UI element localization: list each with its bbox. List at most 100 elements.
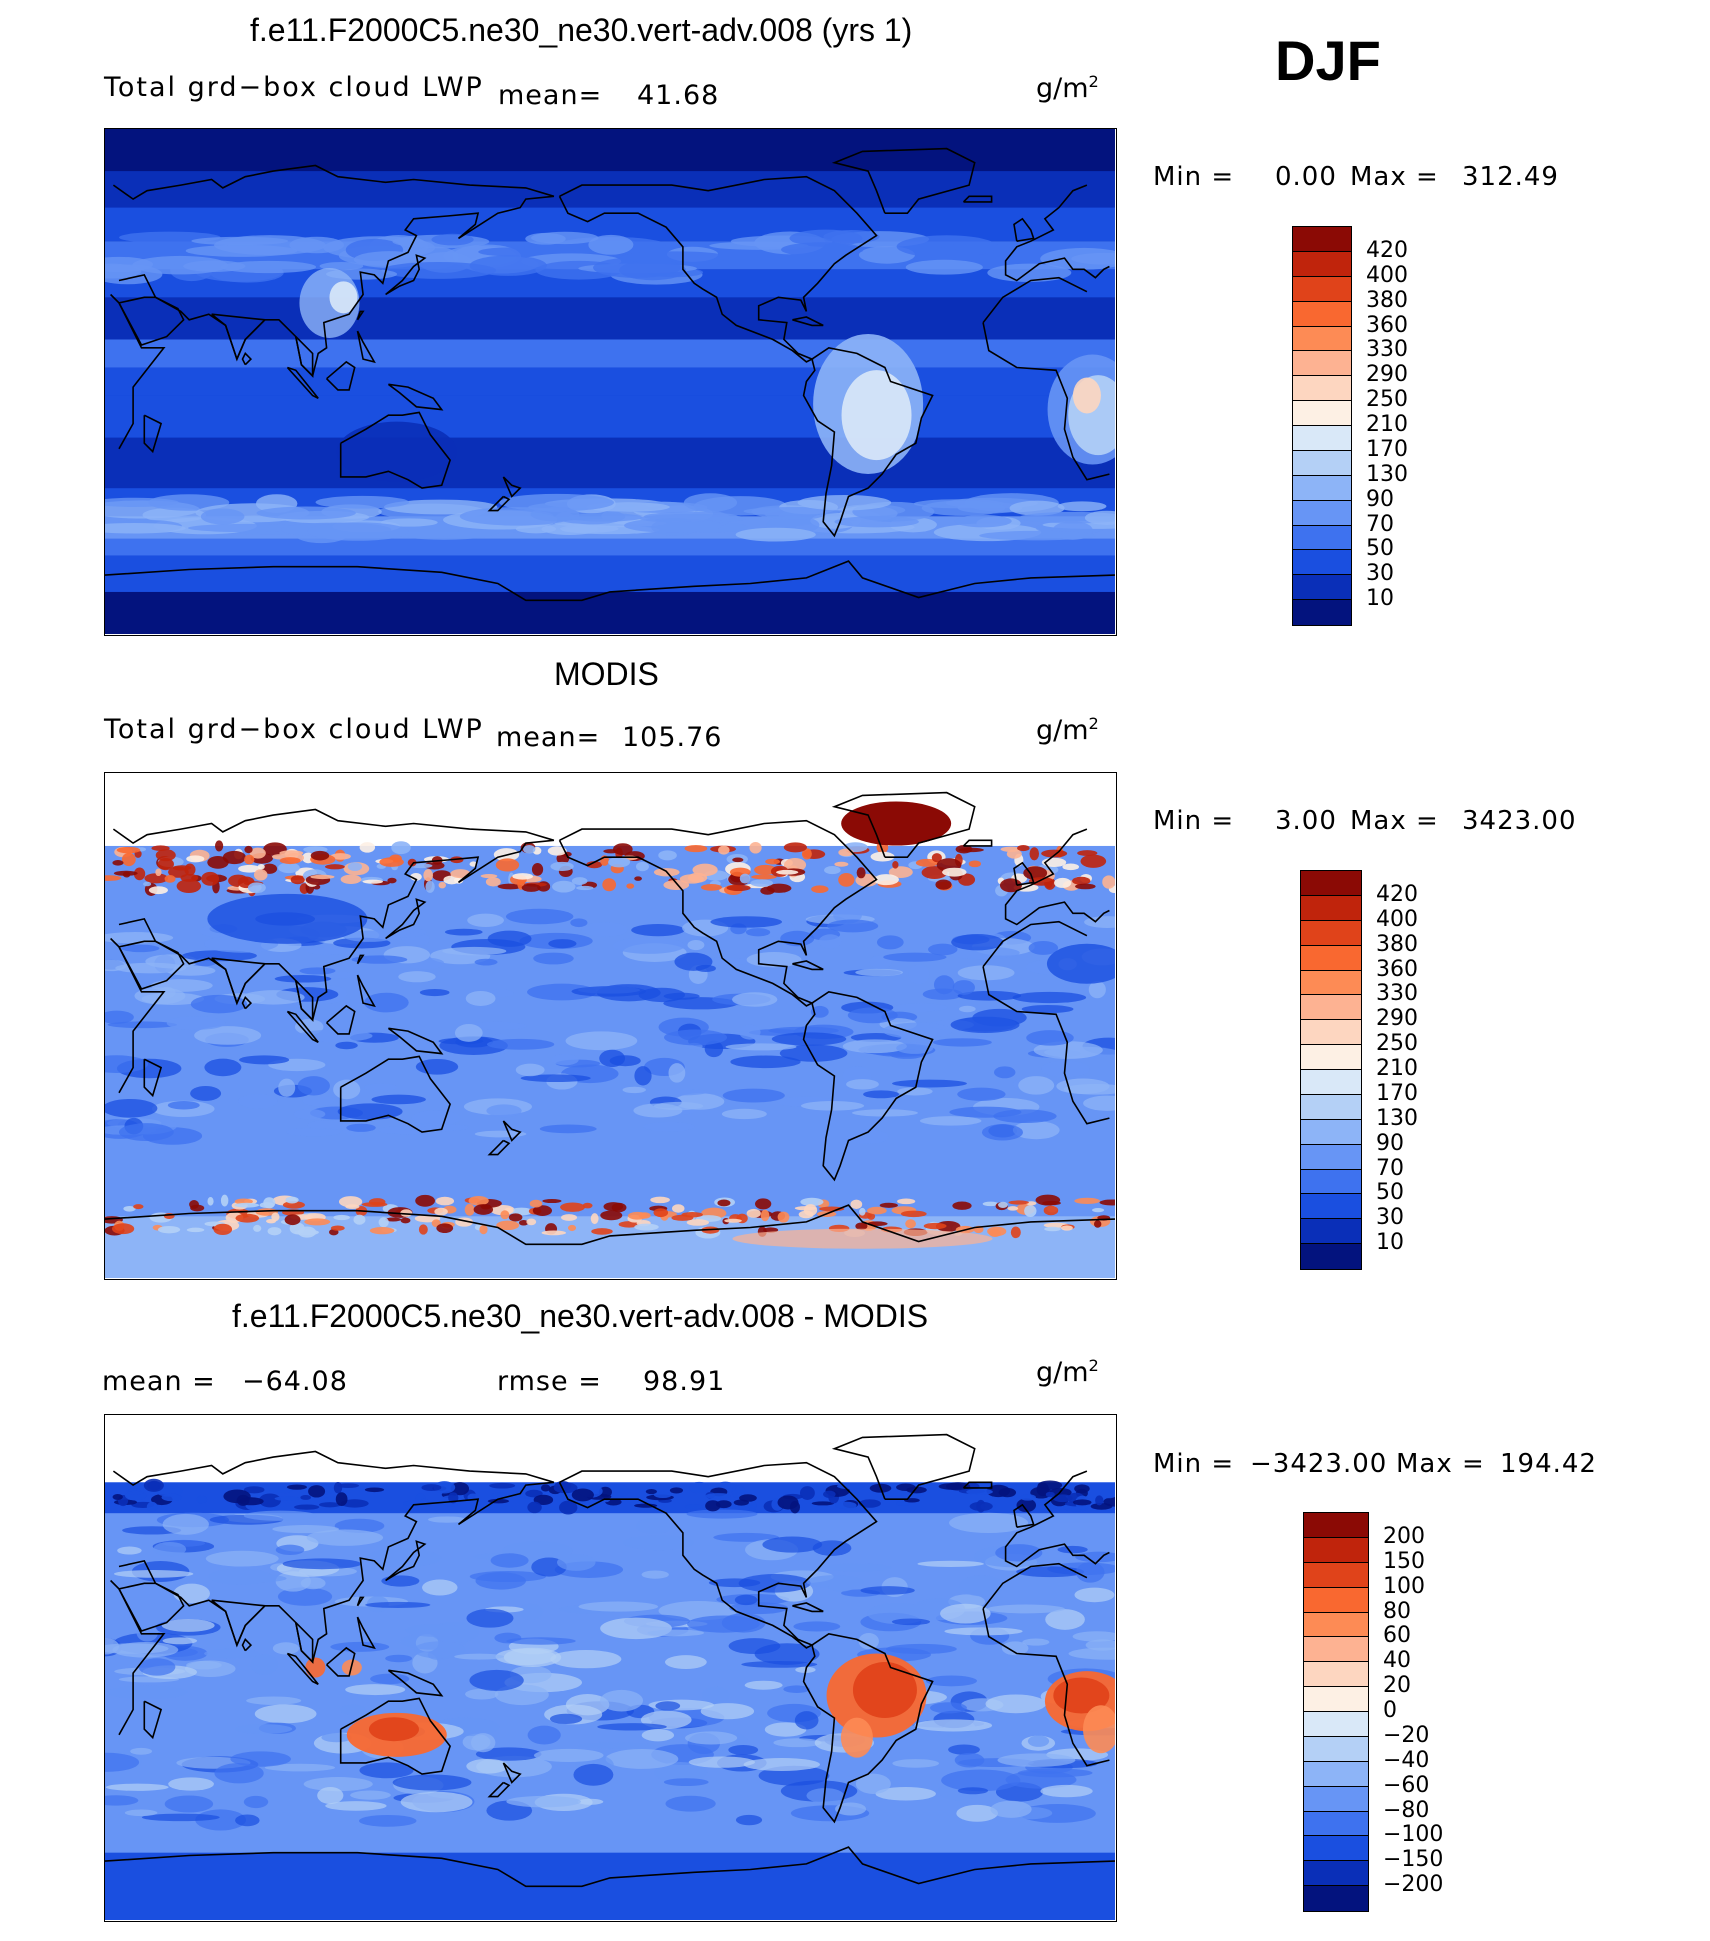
panel-1-max-label: Max = [1350, 162, 1439, 192]
coastline-uk [1013, 1503, 1035, 1528]
coastline-africa [982, 966, 1110, 1125]
panel-3-rmse-value: 98.91 [643, 1366, 726, 1397]
colorbar-tick-label: 50 [1376, 1180, 1404, 1206]
colorbar-swatch [1293, 550, 1351, 576]
colorbar-tick-label: 40 [1383, 1648, 1411, 1674]
coastline-nz2 [487, 495, 511, 512]
panel-3-mean-label: mean = [102, 1366, 216, 1397]
panel-1-min-label: Min = [1153, 162, 1235, 192]
coastline-taiwan [356, 954, 365, 965]
colorbar-swatch [1301, 1119, 1361, 1145]
colorbar-tick-label: 330 [1376, 981, 1418, 1007]
colorbar-swatch [1301, 995, 1361, 1021]
panel-2-min-label: Min = [1153, 806, 1235, 836]
colorbar-tick-label: 250 [1376, 1031, 1418, 1057]
coastline-arabia [118, 940, 185, 990]
panel-1-min-value: 0.00 [1275, 162, 1337, 192]
colorbar-tick-label: −60 [1383, 1772, 1430, 1798]
coastline-nz1 [502, 476, 522, 498]
colorbar-tick-label: 130 [1376, 1105, 1418, 1131]
colorbar-tick-label: −40 [1383, 1747, 1430, 1773]
colorbar-swatch [1293, 376, 1351, 402]
colorbar-swatch [1304, 1687, 1368, 1712]
colorbar-swatch [1301, 920, 1361, 946]
colorbar-swatch [1301, 970, 1361, 996]
colorbar-tick-label: 330 [1366, 337, 1408, 363]
coastline-greenland [831, 1433, 976, 1500]
colorbar-swatch [1293, 227, 1351, 252]
colorbar-swatch [1293, 251, 1351, 277]
panel-2-min-value: 3.00 [1275, 806, 1337, 836]
colorbar-swatch [1304, 1513, 1368, 1538]
colorbar-tick-label: 90 [1376, 1130, 1404, 1156]
coastline-madagascar [143, 1700, 163, 1740]
coastline-sumatra [286, 1010, 319, 1044]
coastline-newguinea [387, 1669, 444, 1697]
coastline-australia [339, 411, 451, 489]
coastline-africa [982, 276, 1088, 324]
colorbar-tick-label: 80 [1383, 1598, 1411, 1624]
colorbar-tick-label: 250 [1366, 387, 1408, 413]
coastline-eurasia [1004, 184, 1110, 282]
coastline-antarctic [105, 1204, 1115, 1246]
coastline-namerica [558, 819, 878, 1007]
colorbar-swatch [1304, 1836, 1368, 1862]
colorbar-swatch [1293, 575, 1351, 601]
coastline-australia [339, 1697, 451, 1775]
coastline-eurasia [1004, 1470, 1110, 1568]
coastline-arabia [118, 296, 185, 346]
coastline-nz2 [487, 1781, 511, 1798]
coastline-japan [385, 1540, 427, 1582]
coastline-borneo [326, 1004, 356, 1035]
colorbar-swatch [1301, 1144, 1361, 1170]
coastline-antarctic [105, 1846, 1115, 1888]
coastline-africa [982, 1562, 1088, 1610]
colorbar-swatch [1304, 1886, 1368, 1911]
colorbar-swatch [1301, 871, 1361, 896]
colorbar-swatch [1301, 945, 1361, 971]
panel-1-map [104, 128, 1117, 636]
coastline-arabia [118, 1582, 185, 1632]
colorbar-tick-label: 10 [1376, 1230, 1404, 1256]
colorbar-tick-label: 290 [1376, 1006, 1418, 1032]
coastline-iceland [962, 839, 993, 847]
colorbar-swatch [1304, 1712, 1368, 1737]
coastline-newguinea [387, 1027, 444, 1055]
colorbar-tick-label: −100 [1383, 1822, 1444, 1848]
panel-1-units: g/m2 [1036, 72, 1099, 104]
colorbar-swatch [1304, 1537, 1368, 1563]
panel-2-units: g/m2 [1036, 714, 1099, 746]
colorbar-swatch [1301, 895, 1361, 921]
panel-2-title: MODIS [554, 656, 659, 692]
panel-1-colorbar [1292, 226, 1352, 626]
colorbar-tick-label: −150 [1383, 1847, 1444, 1873]
colorbar-swatch [1301, 1169, 1361, 1195]
colorbar-tick-label: 0 [1383, 1698, 1397, 1723]
colorbar-swatch [1304, 1761, 1368, 1787]
colorbar-swatch [1293, 401, 1351, 426]
coastline-cuba [792, 1602, 824, 1613]
coastline-borneo [326, 360, 356, 391]
panel-2-max-label: Max = [1350, 806, 1439, 836]
coastline-uk [1013, 861, 1035, 886]
colorbar-swatch [1293, 475, 1351, 501]
panel-1-mean-label: mean= [498, 80, 603, 111]
colorbar-tick-label: −200 [1383, 1872, 1444, 1898]
coastline-srilanka [241, 352, 253, 366]
panel-3-min-value: −3423.00 [1250, 1449, 1388, 1479]
colorbar-tick-label: 380 [1366, 287, 1408, 313]
colorbar-tick-label: 210 [1366, 412, 1408, 437]
panel-1-variable-label: Total grd−box cloud LWP [104, 72, 484, 103]
coastline-namerica [558, 175, 878, 363]
coastline-india [211, 1599, 267, 1648]
colorbar-swatch [1304, 1662, 1368, 1688]
coastline-greenland [831, 147, 976, 214]
panel-2-map [104, 772, 1117, 1280]
coastline-taiwan [356, 1596, 365, 1607]
coastline-sumatra [286, 1652, 319, 1686]
colorbar-swatch [1304, 1811, 1368, 1837]
coastline-samerica [802, 346, 934, 538]
coastline-madagascar [143, 414, 163, 454]
coastline-sumatra [286, 366, 319, 400]
coastline-india [211, 313, 267, 362]
